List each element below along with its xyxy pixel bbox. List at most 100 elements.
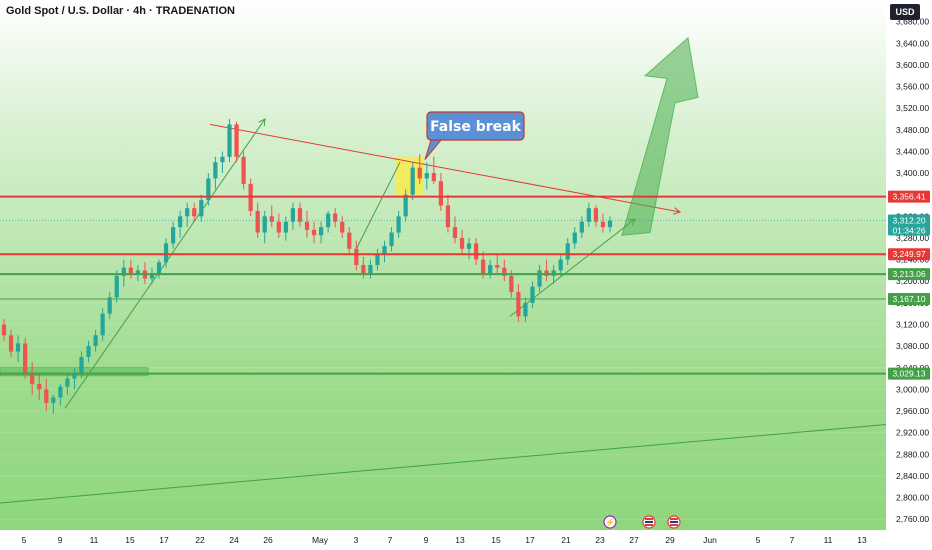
x-tick-label: 13 xyxy=(857,535,867,545)
symbol-title: Gold Spot / U.S. Dollar · 4h · TRADENATI… xyxy=(6,5,235,17)
x-tick-label: 13 xyxy=(455,535,465,545)
x-tick-label: 11 xyxy=(90,535,99,545)
y-tick-label: 2,800.00 xyxy=(896,493,929,503)
time-axis-panel xyxy=(0,530,886,550)
candle-countdown: 01:34:26 xyxy=(892,226,925,236)
y-tick-label: 3,560.00 xyxy=(896,82,929,92)
candle xyxy=(523,297,528,322)
candle xyxy=(474,237,479,265)
x-tick-label: 7 xyxy=(388,535,393,545)
price-level-label: 3,249.97 xyxy=(892,249,925,259)
callout-text: False break xyxy=(430,119,522,135)
x-tick-label: 27 xyxy=(629,535,639,545)
candle xyxy=(100,308,105,341)
x-tick-label: 26 xyxy=(263,535,273,545)
long-support-trendline[interactable] xyxy=(0,424,887,504)
candle xyxy=(241,151,246,190)
event-flash-icon[interactable]: ⚡ xyxy=(603,515,617,529)
candle xyxy=(537,265,542,293)
candle xyxy=(544,259,549,282)
price-level-tag xyxy=(888,268,930,281)
x-tick-label: 5 xyxy=(22,535,27,545)
y-tick-label: 3,080.00 xyxy=(896,341,929,351)
candle xyxy=(304,210,310,238)
candle xyxy=(607,216,613,233)
candle xyxy=(171,221,176,249)
candle xyxy=(156,259,162,279)
candle xyxy=(311,221,317,244)
downtrend-line-arrowhead xyxy=(673,207,682,215)
y-tick-label: 3,000.00 xyxy=(896,384,929,394)
candle xyxy=(502,259,507,282)
candle xyxy=(375,248,380,271)
y-tick-label: 2,760.00 xyxy=(896,514,929,524)
x-tick-label: 17 xyxy=(525,535,535,545)
price-level-label: 3,167.10 xyxy=(892,294,925,304)
candle xyxy=(107,292,112,320)
x-tick-label: 15 xyxy=(125,535,135,545)
candle xyxy=(58,383,63,406)
candle xyxy=(227,118,232,163)
x-tick-label: 29 xyxy=(665,535,675,545)
price-level-tag xyxy=(888,190,930,203)
event-us-flag-icon[interactable] xyxy=(667,515,681,529)
candle xyxy=(558,254,563,276)
candle xyxy=(72,367,77,390)
uptrend-line-1-arrowhead xyxy=(258,118,266,126)
x-tick-label: 15 xyxy=(491,535,501,545)
candle xyxy=(530,281,535,309)
candle xyxy=(445,194,451,233)
candle xyxy=(121,259,126,287)
candle xyxy=(44,378,49,412)
candle xyxy=(333,208,338,228)
event-us-flag-icon[interactable] xyxy=(642,515,656,529)
candle xyxy=(466,237,472,260)
candle xyxy=(255,202,260,238)
candle xyxy=(234,121,239,163)
uptrend-line-2[interactable] xyxy=(354,162,401,252)
candle xyxy=(15,335,21,363)
svg-text:⚡: ⚡ xyxy=(605,517,615,527)
candle xyxy=(220,151,225,174)
candle xyxy=(163,237,169,268)
candle xyxy=(262,210,267,244)
y-tick-label: 3,600.00 xyxy=(896,60,929,70)
candle xyxy=(1,319,7,341)
x-tick-label: 9 xyxy=(58,535,63,545)
y-tick-label: 3,440.00 xyxy=(896,146,929,156)
currency-button[interactable]: USD xyxy=(890,4,920,20)
current-price-tag xyxy=(888,214,930,236)
candle xyxy=(354,240,359,271)
x-tick-label: 21 xyxy=(561,535,571,545)
y-tick-label: 2,840.00 xyxy=(896,471,929,481)
y-tick-label: 3,200.00 xyxy=(896,276,929,286)
candle xyxy=(382,240,387,263)
candle xyxy=(593,205,599,228)
x-tick-label: 22 xyxy=(195,535,205,545)
price-level-tag xyxy=(888,293,930,306)
uptrend-line-1[interactable] xyxy=(64,118,266,409)
x-tick-label: 5 xyxy=(756,535,761,545)
plot-background xyxy=(0,0,886,530)
candle xyxy=(347,227,352,255)
y-tick-label: 2,960.00 xyxy=(896,406,929,416)
candle xyxy=(579,216,584,238)
candle xyxy=(269,205,274,228)
false-break-callout[interactable] xyxy=(426,111,525,141)
candle xyxy=(368,259,373,279)
candle xyxy=(8,329,14,357)
price-level-label: 3,213.06 xyxy=(892,269,925,279)
candle xyxy=(149,267,155,284)
candle xyxy=(199,194,204,222)
current-price-label: 3,312.20 xyxy=(892,216,925,226)
y-tick-label: 3,120.00 xyxy=(896,319,929,329)
candle xyxy=(389,227,394,252)
y-tick-label: 3,640.00 xyxy=(896,38,929,48)
y-tick-label: 2,880.00 xyxy=(896,449,929,459)
x-tick-label: 11 xyxy=(824,535,833,545)
x-tick-label: 3 xyxy=(354,535,359,545)
candle xyxy=(206,173,211,206)
candle xyxy=(135,265,140,282)
candle xyxy=(30,362,35,395)
